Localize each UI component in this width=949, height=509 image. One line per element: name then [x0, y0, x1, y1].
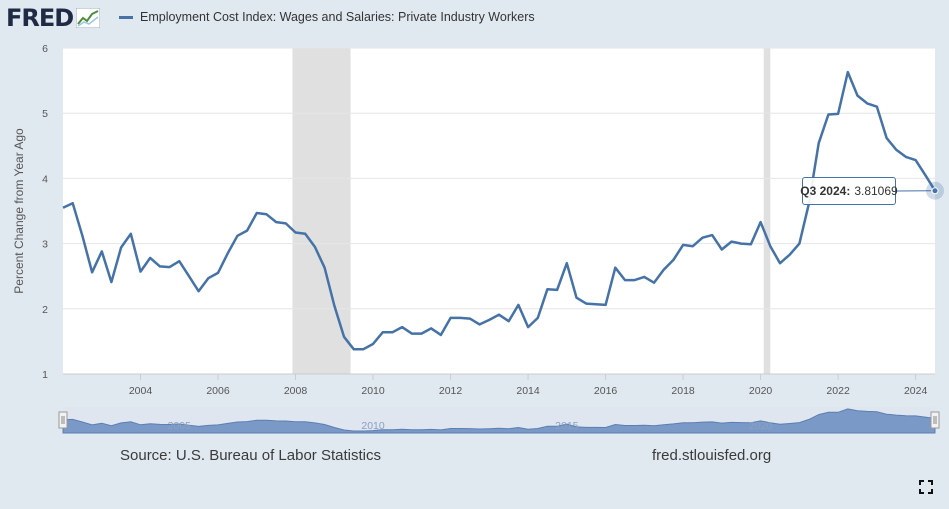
source-note: Source: U.S. Bureau of Labor Statistics: [120, 447, 381, 464]
data-tooltip: Q3 2024: 3.81069: [800, 177, 898, 205]
y-tick-label: 6: [42, 43, 48, 55]
recession-band-1: [763, 48, 771, 374]
line-graph-icon: [76, 8, 101, 28]
hover-point[interactable]: [931, 187, 939, 195]
x-axis-ticks: 2004 2006 2008 2010 2012 2014 2016 2018 2020 2022…: [129, 374, 928, 397]
navigator-handle-left[interactable]: [58, 411, 68, 429]
navigator-tick-label: 2015: [555, 420, 579, 432]
y-tick-label: 3: [42, 239, 48, 251]
series-line[interactable]: [62, 70, 937, 351]
x-tick-label: 2022: [826, 385, 850, 397]
logo-text: FRED: [6, 4, 74, 32]
tooltip-value: 3.81069: [854, 184, 898, 198]
navigator-tick-label: 2005: [168, 420, 192, 432]
grid-lines: [63, 47, 935, 375]
navigator-tick-label: 2010: [361, 420, 385, 432]
plot-area: [63, 48, 935, 374]
chart-legend[interactable]: Employment Cost Index: Wages and Salarie…: [119, 10, 535, 24]
legend-swatch: [119, 15, 133, 19]
y-axis-ticks: 1 2 3 4 5 6: [42, 43, 48, 381]
x-tick-label: 2016: [594, 385, 618, 397]
x-tick-label: 2024: [904, 385, 928, 397]
fullscreen-icon[interactable]: [918, 479, 934, 495]
x-tick-label: 2018: [671, 385, 695, 397]
navigator-ticks: 2005 2010 2015 2020: [168, 420, 773, 432]
x-tick-label: 2014: [516, 385, 540, 397]
y-tick-label: 1: [42, 369, 48, 381]
navigator-handle-right[interactable]: [930, 411, 940, 429]
navigator-area: [62, 408, 936, 434]
x-tick-label: 2006: [206, 385, 230, 397]
y-tick-label: 2: [42, 304, 48, 316]
x-tick-label: 2020: [749, 385, 773, 397]
chart-header: FRED Employment Cost Index: Wages and Sa…: [0, 0, 949, 40]
navigator-tick-label: 2020: [749, 420, 773, 432]
x-tick-label: 2010: [361, 385, 385, 397]
x-tick-label: 2008: [284, 385, 308, 397]
x-tick-label: 2004: [129, 385, 153, 397]
y-tick-label: 4: [42, 173, 48, 185]
y-tick-label: 5: [42, 108, 48, 120]
recession-band-0: [292, 48, 351, 374]
x-tick-label: 2012: [439, 385, 463, 397]
tooltip-period: Q3 2024:: [800, 184, 851, 198]
legend-label: Employment Cost Index: Wages and Salarie…: [140, 10, 535, 24]
site-link[interactable]: fred.stlouisfed.org: [652, 447, 772, 464]
range-navigator[interactable]: 2005 2010 2015 2020: [58, 407, 940, 434]
fred-logo[interactable]: FRED: [6, 3, 101, 33]
y-axis-label: Percent Change from Year Ago: [12, 128, 26, 294]
recession-shading: [292, 48, 771, 374]
